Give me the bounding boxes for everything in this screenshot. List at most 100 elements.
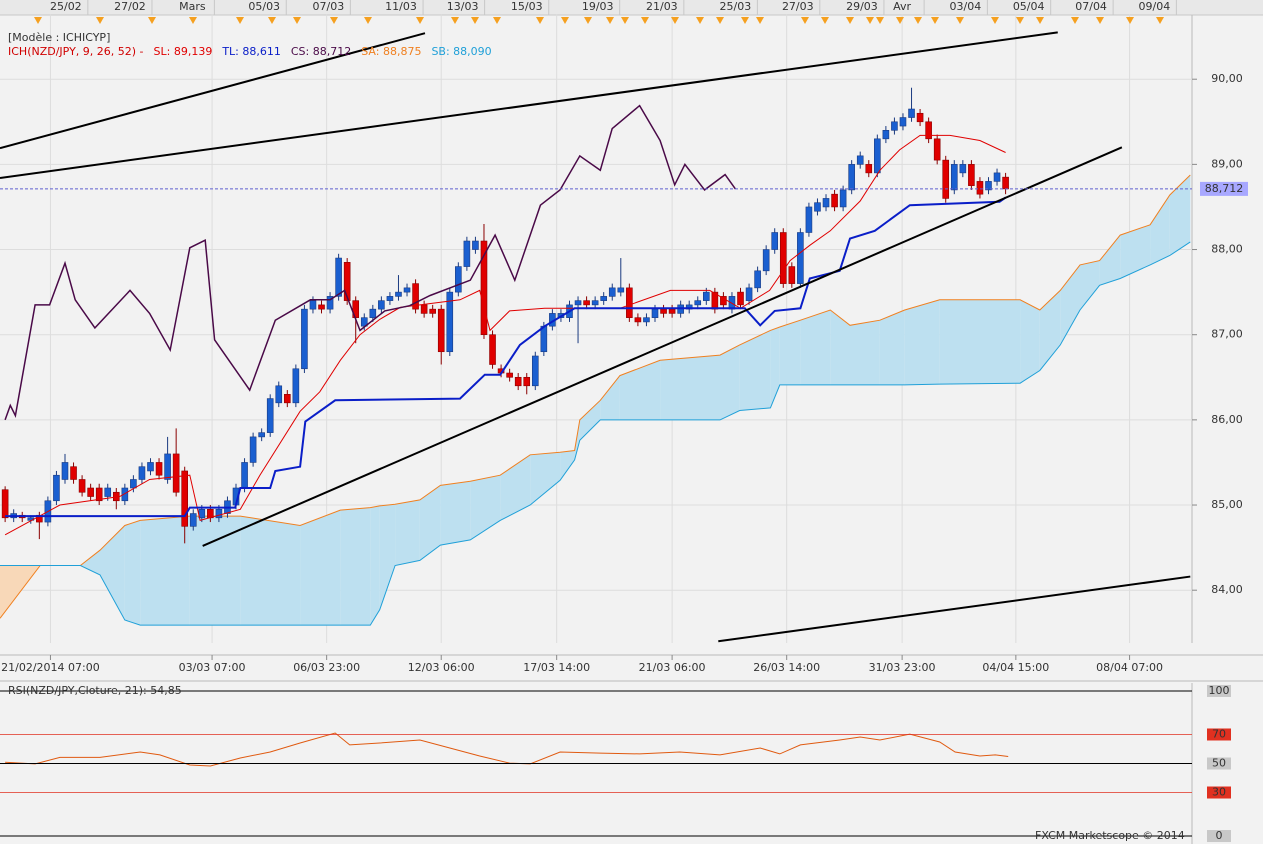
candle-body xyxy=(797,232,804,284)
top-tick-label: 09/04 xyxy=(1139,0,1171,13)
top-tick-label: 21/03 xyxy=(646,0,678,13)
event-marker xyxy=(236,17,244,24)
event-marker xyxy=(1071,17,1079,24)
candle-body xyxy=(78,479,86,493)
candle-body xyxy=(668,308,676,314)
candle-body xyxy=(950,164,958,191)
event-marker xyxy=(148,17,156,24)
y-tick-label: 85,00 xyxy=(1211,498,1243,511)
top-tick-label: 15/03 xyxy=(511,0,543,13)
candle-body xyxy=(369,308,377,318)
candle-body xyxy=(53,474,60,502)
x-tick-label: 17/03 14:00 xyxy=(523,661,590,674)
candle-body xyxy=(754,270,761,289)
candle-body xyxy=(959,164,967,174)
candle-body xyxy=(600,296,607,301)
cloud xyxy=(619,360,661,420)
candle-body xyxy=(463,240,471,267)
candle-body xyxy=(258,432,265,438)
candle-body xyxy=(694,300,702,306)
cloud xyxy=(1020,299,1040,384)
cloud xyxy=(300,510,341,626)
x-tick-label: 06/03 23:00 xyxy=(293,661,360,674)
candle-body xyxy=(634,317,642,323)
event-marker xyxy=(293,17,301,24)
candle-body xyxy=(138,466,146,480)
level-box xyxy=(1207,728,1231,741)
event-marker xyxy=(1036,17,1044,24)
cloud xyxy=(720,344,740,420)
candle-body xyxy=(643,317,650,323)
candle-body xyxy=(215,508,223,519)
cloud xyxy=(500,454,531,521)
event-marker xyxy=(189,17,197,24)
candle-body xyxy=(771,232,779,250)
y-tick-label: 86,00 xyxy=(1211,413,1243,426)
event-marker xyxy=(671,17,679,24)
candle-body xyxy=(626,287,633,318)
candle-body xyxy=(737,291,744,306)
candle-body xyxy=(189,513,197,527)
cloud xyxy=(600,375,620,420)
candle-body xyxy=(968,164,975,186)
level-label: 0 xyxy=(1216,829,1223,842)
cloud xyxy=(739,330,771,411)
top-tick-label: 29/03 xyxy=(846,0,878,13)
candle-body xyxy=(925,121,932,140)
candle-body xyxy=(583,300,590,306)
legend-entry: TL: 88,611 xyxy=(221,45,281,58)
candle-body xyxy=(70,466,77,480)
top-tick-label: Avr xyxy=(893,0,911,13)
candle-body xyxy=(506,372,513,378)
trendline xyxy=(0,31,1058,179)
y-tick-label: 89,00 xyxy=(1211,157,1243,170)
candle-body xyxy=(839,189,847,208)
candle-body xyxy=(155,462,163,476)
event-marker xyxy=(801,17,809,24)
candle-body xyxy=(181,470,189,527)
event-marker xyxy=(471,17,479,24)
candle-body xyxy=(985,181,992,191)
candle-body xyxy=(412,283,419,310)
trendline xyxy=(202,146,1123,547)
cloud xyxy=(770,327,780,408)
event-marker xyxy=(956,17,964,24)
top-axis-band xyxy=(0,0,1263,15)
candle-body xyxy=(651,308,659,318)
candle-body xyxy=(378,300,385,310)
x-tick-label: 04/04 15:00 xyxy=(982,661,1049,674)
candle-body xyxy=(172,453,180,493)
y-tick-label: 88,00 xyxy=(1211,243,1243,256)
top-tick-label: 05/03 xyxy=(248,0,280,13)
candle-body xyxy=(540,325,548,353)
candle-body xyxy=(591,300,599,306)
cloud xyxy=(395,499,420,566)
event-marker xyxy=(696,17,704,24)
candle-body xyxy=(993,172,1001,182)
cloud xyxy=(800,310,831,385)
legend: ICH(NZD/JPY, 9, 26, 52) - SL: 89,139 TL: 8… xyxy=(8,45,492,58)
candle-body xyxy=(343,262,351,301)
y-tick-label: 87,00 xyxy=(1211,328,1243,341)
legend-entry: CS: 88,712 xyxy=(291,45,351,58)
candle-body xyxy=(87,487,94,497)
candle-body xyxy=(891,121,898,131)
top-tick-label: 07/03 xyxy=(313,0,345,13)
event-marker xyxy=(914,17,922,24)
cloud xyxy=(240,516,301,626)
candle-body xyxy=(266,398,274,433)
candle-body xyxy=(762,249,770,272)
cloud xyxy=(1060,264,1080,345)
candle-body xyxy=(104,487,112,497)
event-marker xyxy=(561,17,569,24)
event-marker xyxy=(416,17,424,24)
cloud xyxy=(1039,290,1061,371)
event-marker xyxy=(536,17,544,24)
candle-body xyxy=(822,198,830,208)
candle-body xyxy=(933,138,941,161)
cloud xyxy=(379,504,396,610)
rsi-title: RSI(NZD/JPY,Cloture, 21): 54,85 xyxy=(8,684,182,697)
event-marker xyxy=(364,17,372,24)
candle-body xyxy=(514,376,522,387)
trendline xyxy=(718,575,1191,643)
